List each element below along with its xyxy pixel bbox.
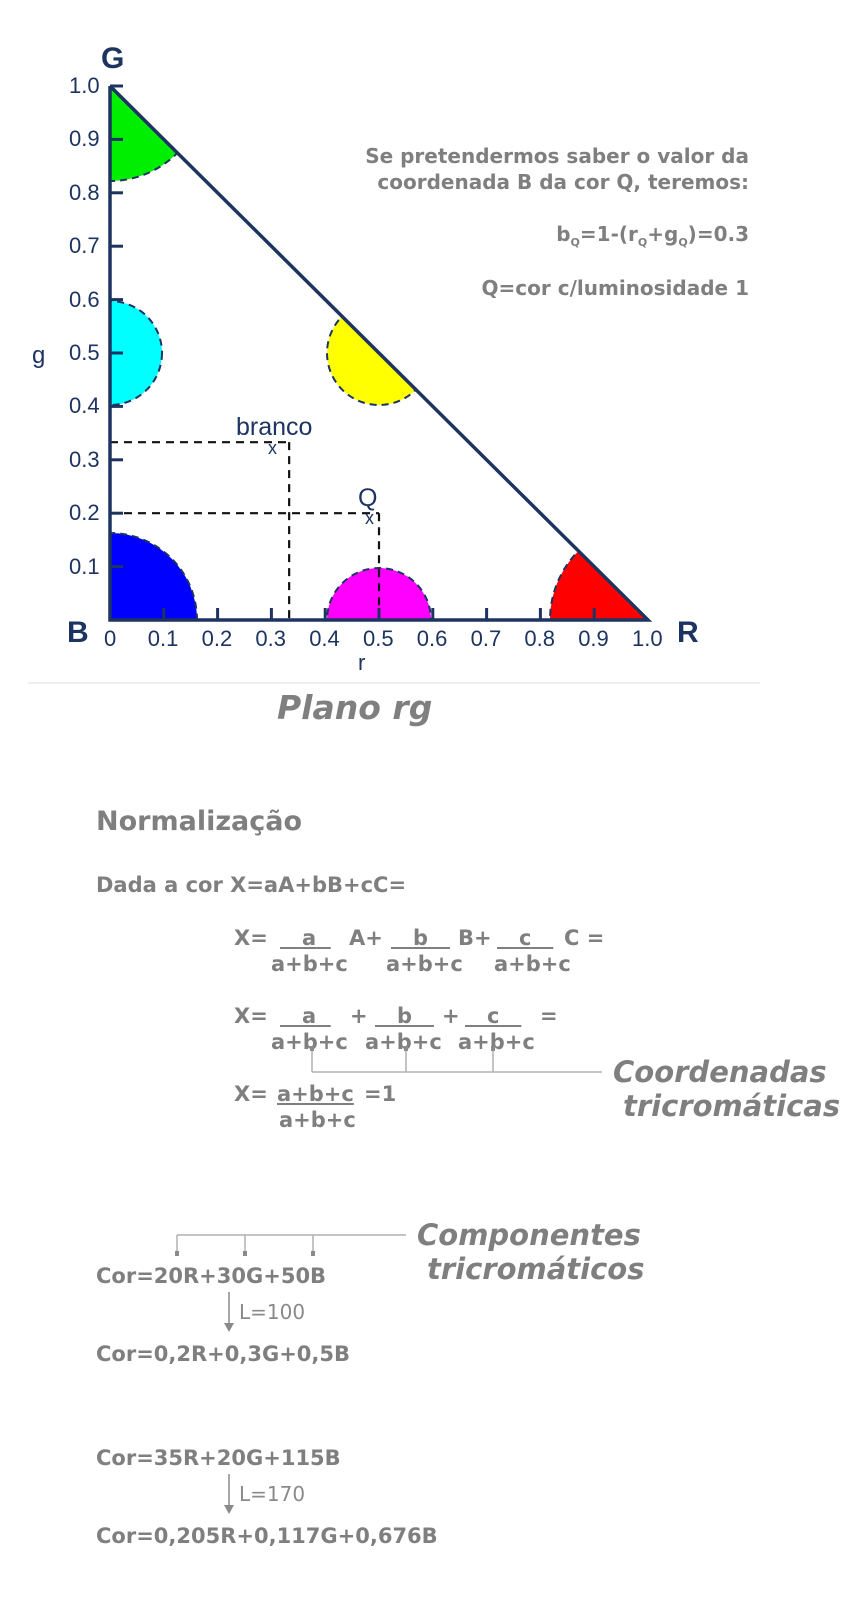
region-blue xyxy=(110,532,198,620)
x-tick-label: 0.9 xyxy=(578,626,609,651)
eq1-num-c: c xyxy=(518,926,532,950)
label-componentes: Componentes xyxy=(417,1218,641,1252)
region-cyan xyxy=(110,300,163,406)
y-tick-label: 1.0 xyxy=(69,73,100,98)
b-vertex-label: B xyxy=(67,616,89,649)
formula-sub-1: Q xyxy=(570,236,580,249)
eq1-den-b: a+b+c xyxy=(386,952,463,976)
eq1-num-a: a xyxy=(301,926,317,950)
q-point-label: Q xyxy=(358,484,378,512)
y-tick-label: 0.3 xyxy=(69,446,100,472)
eq1-den-a: a+b+c xyxy=(271,952,348,976)
reference-dashed-lines xyxy=(110,441,381,620)
eq2-den-c: a+b+c xyxy=(458,1030,535,1054)
normalization-heading: Normalização xyxy=(96,806,303,837)
formula-sub-3: Q xyxy=(678,236,688,249)
y-axis-label: g xyxy=(32,342,46,369)
x-tick-marks xyxy=(162,608,596,620)
q-point-marker: x xyxy=(365,508,374,528)
y-tick-label: 0.7 xyxy=(69,233,100,259)
rg-plane-diagram xyxy=(28,84,760,684)
eq3-rhs: =1 xyxy=(364,1082,397,1106)
example1-after: Cor=0,2R+0,3G+0,5B xyxy=(96,1342,350,1366)
x-axis-label: r xyxy=(358,650,366,675)
formula-end: )=0.3 xyxy=(687,222,749,246)
diagram-title: Plano rg xyxy=(277,688,433,727)
example1-arrow xyxy=(224,1292,234,1332)
example2-after: Cor=0,205R+0,117G+0,676B xyxy=(96,1524,438,1548)
color-regions xyxy=(110,86,648,620)
example1-before: Cor=20R+30G+50B xyxy=(96,1264,327,1288)
note-line-2: coordenada B da cor Q, teremos: xyxy=(377,170,749,194)
eq3-numerator: a+b+c xyxy=(277,1082,354,1106)
white-point-marker: x xyxy=(268,438,277,458)
label-tricromaticos: tricromáticos xyxy=(427,1252,645,1286)
example2-arrow xyxy=(224,1474,234,1514)
eq2-equals: = xyxy=(540,1004,558,1028)
y-tick-label: 0.2 xyxy=(69,500,100,526)
formula-mid-1: =1-(r xyxy=(579,222,638,246)
eq2-num-a: a xyxy=(301,1004,317,1028)
example2-before: Cor=35R+20G+115B xyxy=(96,1446,341,1470)
white-point-label: branco xyxy=(236,413,313,441)
label-tricromaticas: tricromáticas xyxy=(623,1089,841,1123)
x-tick-label: 0 xyxy=(104,626,117,651)
eq2-den-a: a+b+c xyxy=(271,1030,348,1054)
x-tick-label: 0.2 xyxy=(201,626,233,651)
x-tick-label: 0.1 xyxy=(147,626,179,651)
y-tick-label: 0.5 xyxy=(69,340,100,365)
eq1-term-a: A+ xyxy=(349,926,383,950)
formula-b: b xyxy=(556,222,571,246)
eq2-num-c: c xyxy=(486,1004,500,1028)
eq1-term-b: B+ xyxy=(458,926,492,950)
eq2-lhs: X= xyxy=(234,1004,268,1028)
x-tick-label: 0.8 xyxy=(524,626,555,651)
region-red xyxy=(549,521,648,620)
y-tick-label: 0.6 xyxy=(69,286,100,312)
x-tick-label: 0.6 xyxy=(416,626,448,651)
y-tick-marks xyxy=(110,84,123,569)
y-tick-label: 0.9 xyxy=(69,126,100,152)
x-tick-label: 0.3 xyxy=(255,626,286,651)
x-tick-label: 1.0 xyxy=(632,626,663,651)
components-connector xyxy=(175,1234,406,1256)
y-tick-label: 0.4 xyxy=(69,393,100,419)
example1-luminance: L=100 xyxy=(239,1300,306,1324)
eq2-num-b: b xyxy=(396,1004,412,1028)
x-tick-label: 0.5 xyxy=(363,626,394,651)
example2-luminance: L=170 xyxy=(239,1482,306,1506)
eq1-lhs: X= xyxy=(234,926,268,950)
y-tick-label: 0.8 xyxy=(69,179,100,205)
x-tick-label: 0.4 xyxy=(309,626,340,651)
eq1-term-c: C = xyxy=(564,926,605,950)
eq3-lhs: X= xyxy=(234,1082,268,1106)
formula-mid-2: +g xyxy=(647,222,679,246)
eq1-num-b: b xyxy=(412,926,428,950)
eq2-den-b: a+b+c xyxy=(365,1030,442,1054)
formula-sub-2: Q xyxy=(637,236,648,249)
r-vertex-label: R xyxy=(677,616,699,649)
given-color-equation: Dada a cor X=aA+bB+cC= xyxy=(96,873,407,897)
eq1-den-c: a+b+c xyxy=(494,952,571,976)
eq2-plus-1: + xyxy=(350,1004,368,1028)
eq3-denominator: a+b+c xyxy=(279,1108,356,1132)
g-vertex-label: G xyxy=(101,42,125,75)
eq2-plus-2: + xyxy=(442,1004,460,1028)
label-coordenadas: Coordenadas xyxy=(613,1055,827,1089)
b-coordinate-formula: bQ=1-(rQ+gQ)=0.3 xyxy=(556,222,749,249)
region-magenta xyxy=(326,567,432,620)
note-line-1: Se pretendermos saber o valor da xyxy=(365,144,749,168)
y-tick-label: 0.1 xyxy=(69,553,100,579)
x-tick-label: 0.7 xyxy=(470,626,502,651)
coordinates-connector xyxy=(310,1046,602,1073)
luminosity-note: Q=cor c/luminosidade 1 xyxy=(481,276,749,300)
